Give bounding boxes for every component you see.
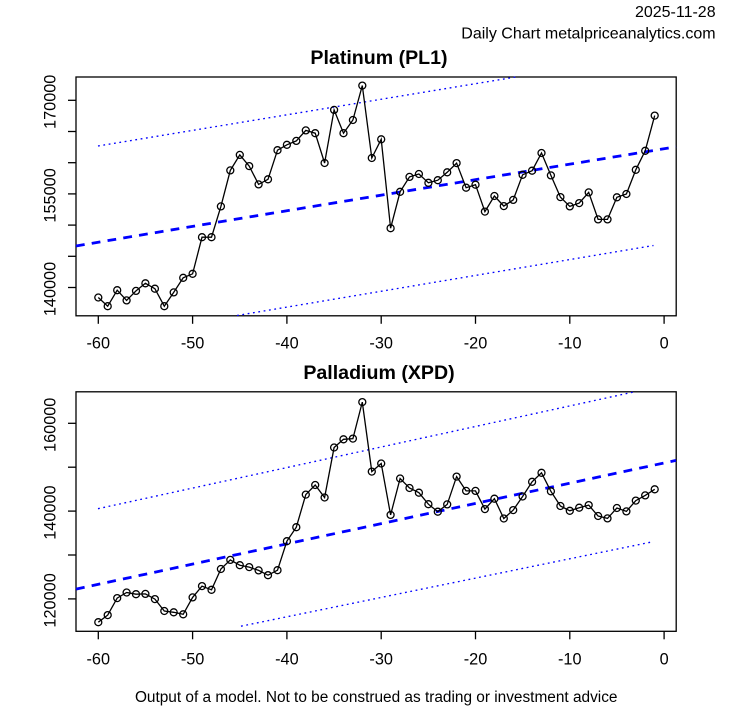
svg-text:-20: -20 — [464, 334, 488, 352]
svg-text:120000: 120000 — [42, 573, 60, 627]
svg-text:-50: -50 — [181, 651, 205, 669]
svg-text:-30: -30 — [369, 334, 393, 352]
svg-text:-10: -10 — [558, 651, 582, 669]
svg-text:140000: 140000 — [42, 485, 60, 539]
svg-text:Platinum (PL1): Platinum (PL1) — [310, 47, 447, 69]
svg-text:Daily Chart metalpriceanalytic: Daily Chart metalpriceanalytics.com — [461, 26, 715, 43]
svg-text:-20: -20 — [464, 651, 488, 669]
svg-text:-40: -40 — [275, 651, 299, 669]
svg-text:-60: -60 — [87, 334, 111, 352]
svg-text:140000: 140000 — [42, 262, 60, 316]
svg-text:Output of a model. Not to be c: Output of a model. Not to be construed a… — [135, 689, 618, 706]
svg-text:155000: 155000 — [42, 168, 60, 222]
svg-text:170000: 170000 — [42, 75, 60, 129]
svg-text:-40: -40 — [275, 334, 299, 352]
svg-text:Palladium (XPD): Palladium (XPD) — [303, 362, 454, 384]
svg-text:160000: 160000 — [42, 398, 60, 452]
svg-text:-30: -30 — [369, 651, 393, 669]
svg-text:-50: -50 — [181, 334, 205, 352]
svg-text:2025-11-28: 2025-11-28 — [635, 4, 716, 21]
svg-text:0: 0 — [660, 651, 669, 669]
svg-text:0: 0 — [660, 334, 669, 352]
svg-text:-60: -60 — [87, 651, 111, 669]
svg-text:-10: -10 — [558, 334, 582, 352]
